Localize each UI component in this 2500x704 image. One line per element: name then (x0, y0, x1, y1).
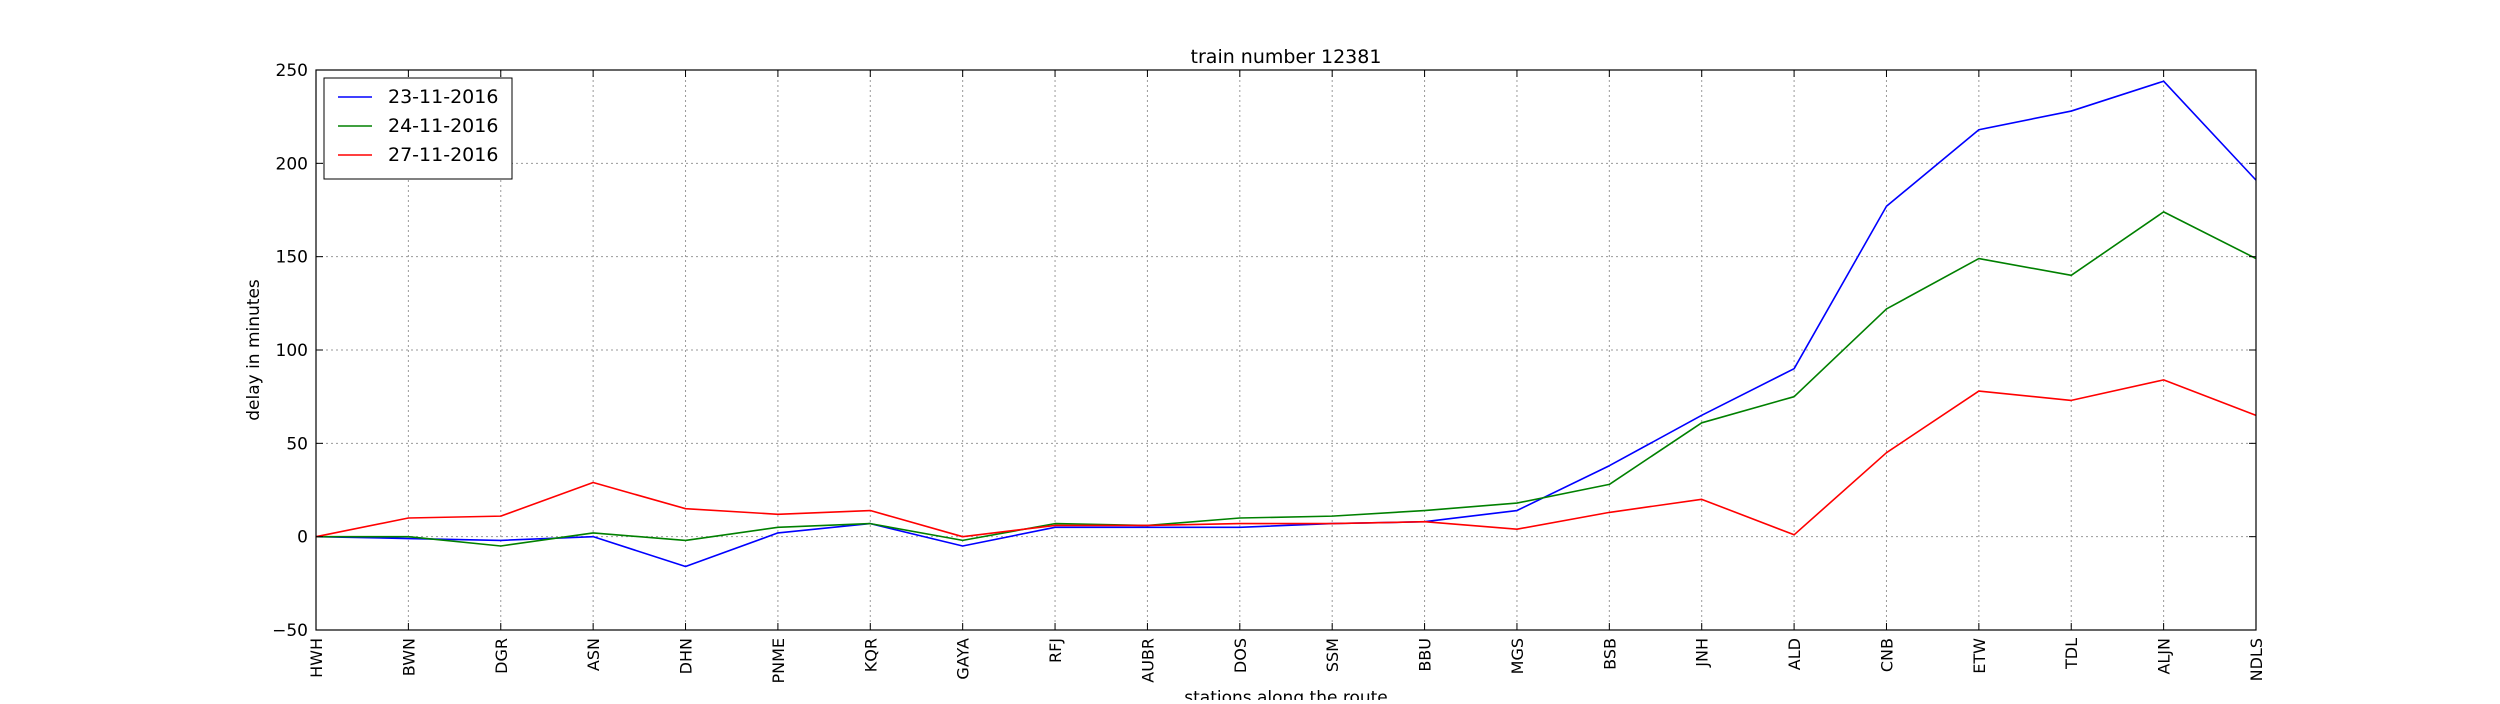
x-tick-label: SSM (1323, 638, 1342, 672)
x-tick-label: CNB (1877, 638, 1896, 672)
y-tick-label: −50 (272, 621, 308, 641)
x-tick-label: JNH (1693, 638, 1712, 668)
y-tick-label: 50 (286, 434, 308, 454)
legend: 23-11-2016 24-11-2016 27-11-2016 (324, 78, 512, 179)
x-tick-label: BSB (1600, 638, 1619, 670)
legend-label: 27-11-2016 (388, 144, 498, 166)
x-tick-label: HWH (307, 638, 326, 678)
x-tick-label: AUBR (1138, 638, 1157, 683)
chart-title: train number 12381 (1191, 46, 1382, 68)
x-tick-label: ALD (1785, 638, 1804, 670)
x-tick-label: PNME (769, 638, 788, 684)
y-tick-label: 200 (276, 154, 308, 174)
legend-label: 23-11-2016 (388, 86, 498, 108)
x-tick-label: DHN (677, 638, 696, 674)
x-tick-label: TDL (2062, 638, 2081, 670)
x-tick-label: ASN (584, 638, 603, 671)
y-tick-label: 150 (276, 248, 308, 268)
y-tick-label: 0 (297, 528, 308, 548)
y-tick-label: 250 (276, 61, 308, 81)
x-tick-label: DGR (492, 638, 511, 674)
x-tick-label: BWN (399, 638, 418, 676)
y-tick-label: 100 (276, 341, 308, 361)
x-tick-label: ALJN (2155, 638, 2174, 675)
y-axis-label: delay in minutes (244, 279, 264, 421)
legend-label: 24-11-2016 (388, 115, 498, 137)
x-tick-label: NDLS (2247, 638, 2266, 681)
x-axis-label: stations along the route (1184, 688, 1388, 700)
x-tick-label: GAYA (954, 638, 973, 680)
x-tick-label: MGS (1508, 638, 1527, 674)
x-tick-label: RFJ (1046, 638, 1065, 663)
x-tick-label: KQR (861, 638, 880, 672)
x-tick-label: ETW (1970, 638, 1989, 674)
x-tick-label: DOS (1231, 638, 1250, 673)
x-tick-label: BBU (1416, 638, 1435, 672)
